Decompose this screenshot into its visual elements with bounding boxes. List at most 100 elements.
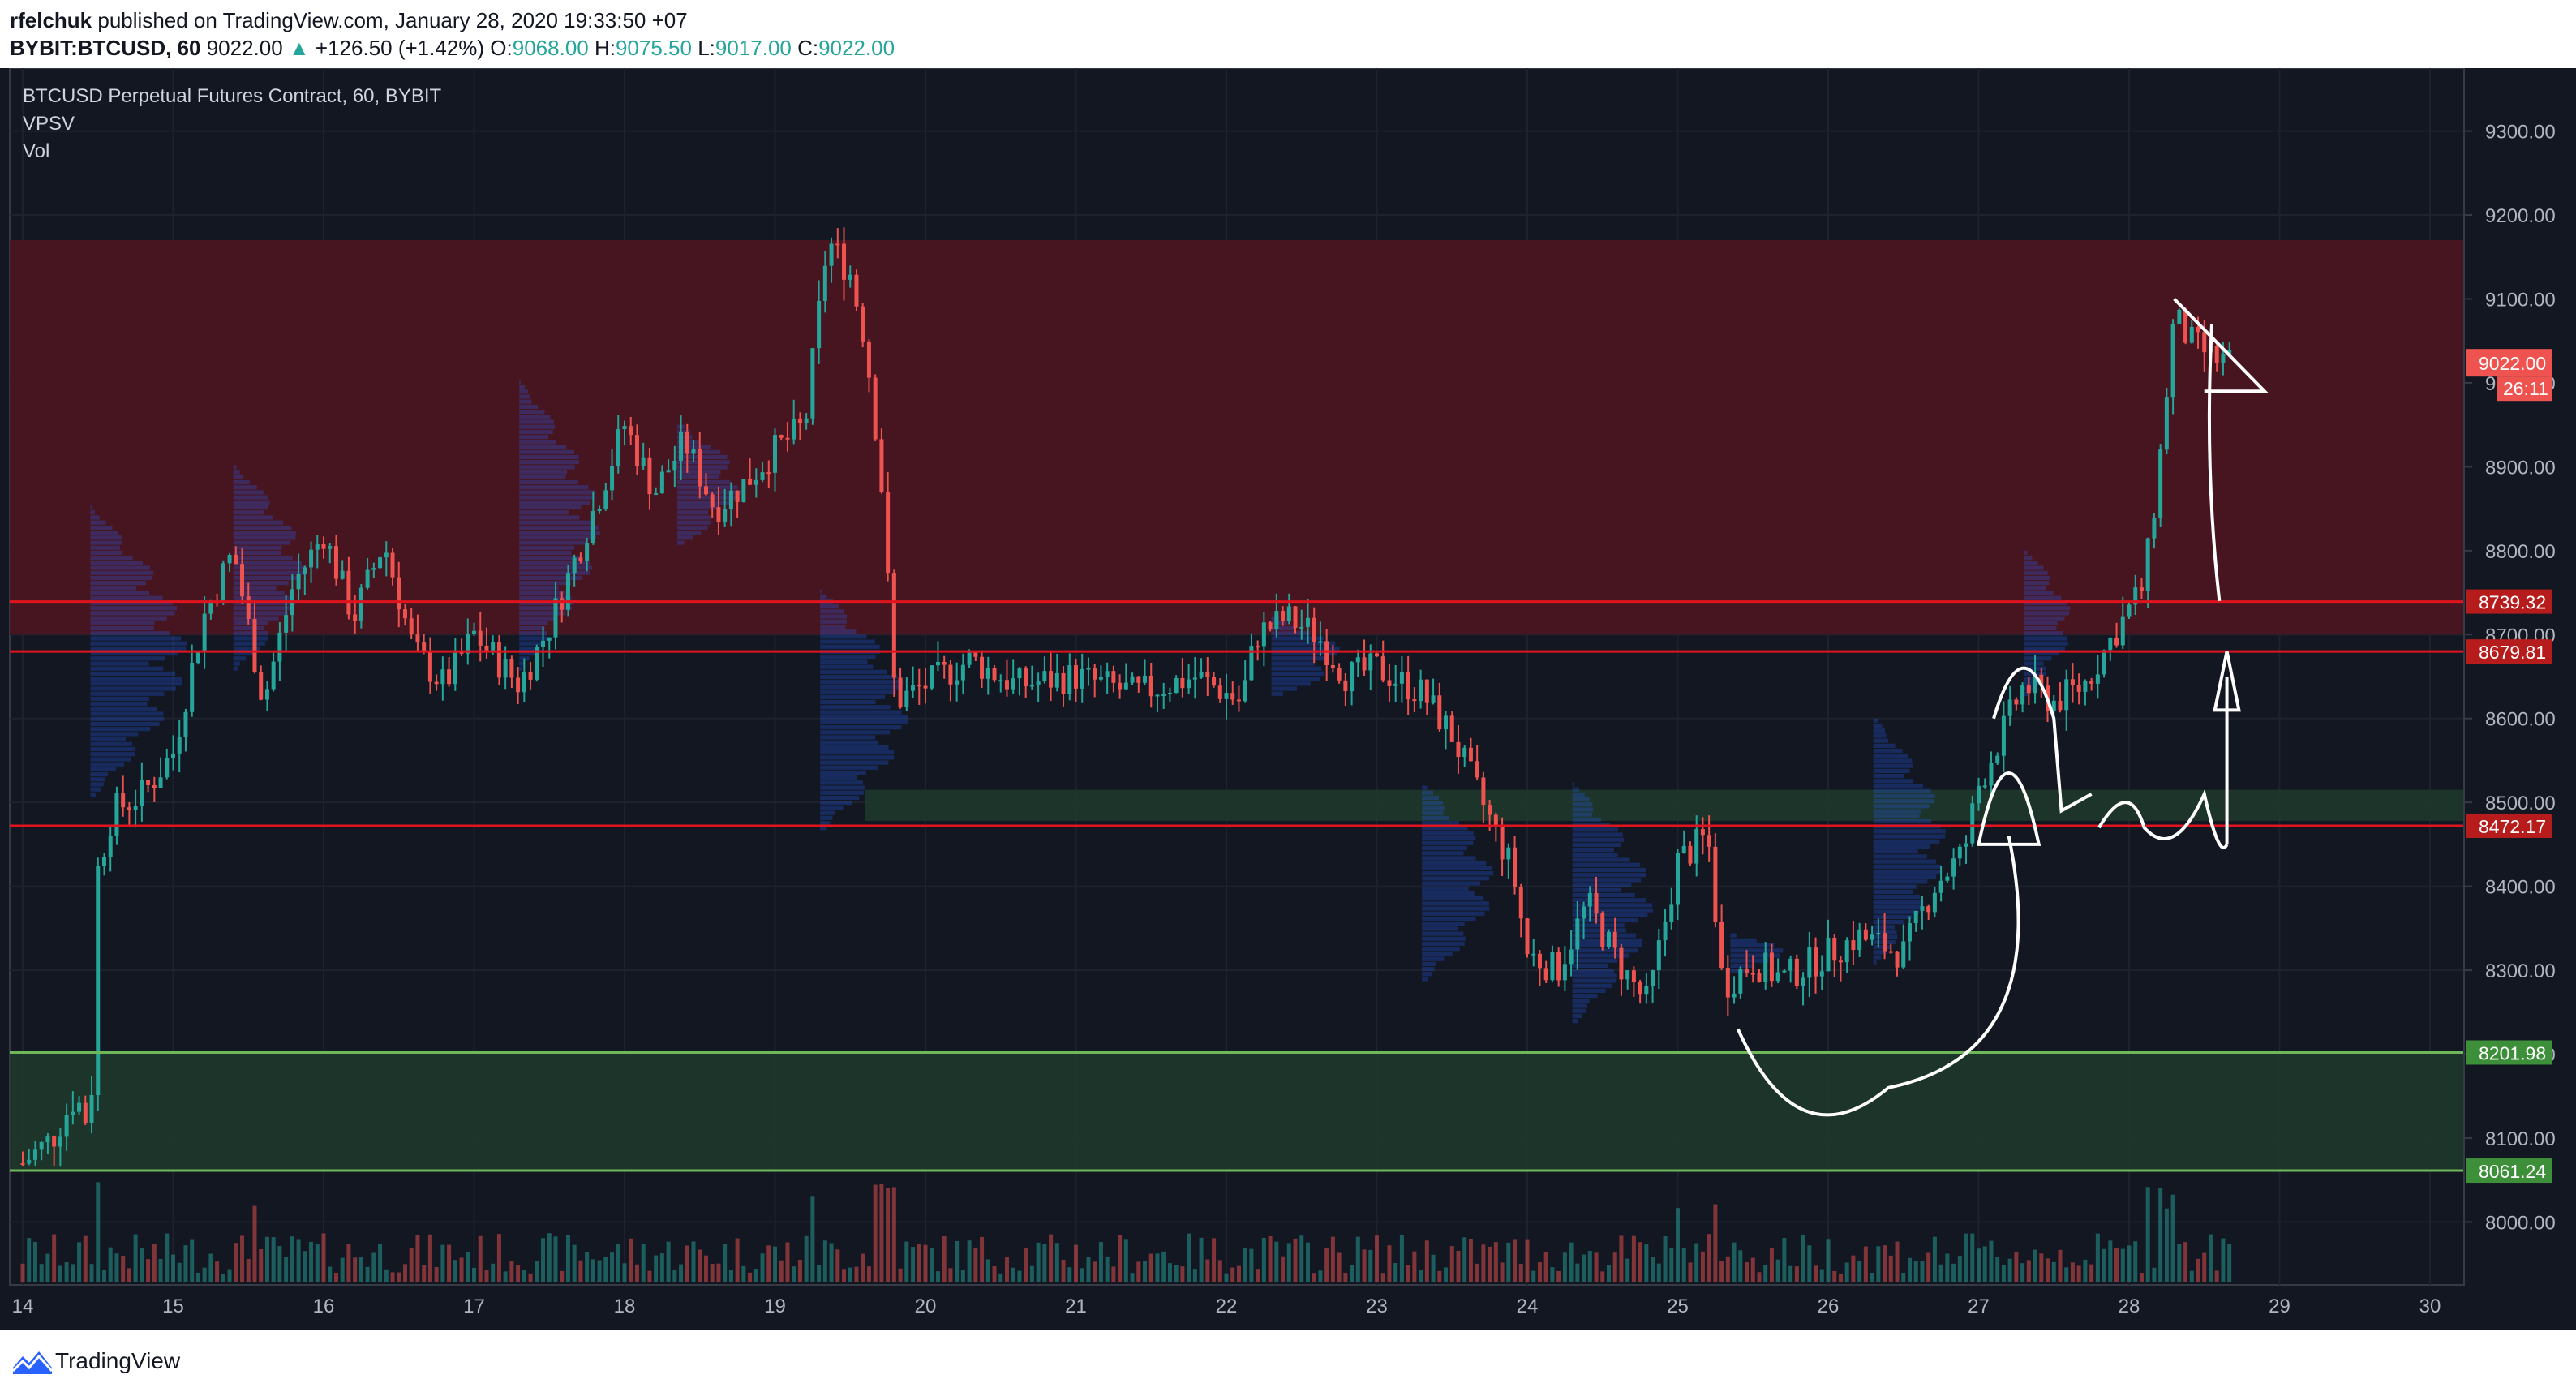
volume-bar — [967, 1240, 972, 1282]
volume-bar — [773, 1246, 777, 1282]
candle-body — [2020, 685, 2025, 705]
volume-bar — [353, 1257, 358, 1282]
volume-bar — [866, 1266, 871, 1282]
candle-body — [2039, 674, 2044, 686]
volume-profile-bar — [820, 659, 868, 664]
volume-profile-bar — [1873, 904, 1924, 909]
candle-body — [315, 543, 320, 550]
volume-bar — [1017, 1270, 1022, 1282]
indicator-vpsv[interactable]: VPSV — [23, 113, 75, 135]
volume-profile-bar — [519, 385, 526, 389]
candle-body — [1143, 676, 1148, 683]
candle-body — [121, 793, 126, 808]
volume-bar — [1199, 1237, 1204, 1282]
x-tick-label: 27 — [1968, 1295, 1990, 1317]
candle-body — [797, 418, 802, 423]
candle-body — [1437, 695, 1442, 730]
volume-profile-bar — [90, 757, 131, 762]
volume-bar — [735, 1238, 740, 1282]
indicator-vol[interactable]: Vol — [23, 140, 50, 162]
volume-bar — [1036, 1242, 1041, 1282]
candle-body — [1876, 933, 1881, 935]
candle-body — [1612, 931, 1617, 948]
candle-body — [1024, 668, 1028, 686]
volume-bar — [797, 1259, 802, 1282]
candle-body — [71, 1111, 75, 1115]
volume-profile-bar — [1730, 933, 1737, 938]
volume-profile-bar — [1873, 818, 1932, 824]
volume-bar — [1612, 1252, 1617, 1282]
candle-body — [1061, 672, 1066, 694]
volume-profile-bar — [233, 656, 247, 661]
volume-bar — [108, 1247, 113, 1282]
volume-profile-bar — [233, 470, 240, 475]
candle-body — [333, 546, 338, 579]
candle-body — [985, 668, 990, 679]
volume-profile-bar — [1422, 790, 1434, 795]
volume-profile-bar — [1730, 943, 1775, 948]
volume-profile-bar — [1422, 851, 1464, 856]
volume-profile-bar — [519, 419, 555, 424]
volume-profile-bar — [1572, 908, 1653, 913]
volume-profile-bar — [90, 591, 150, 595]
author-name[interactable]: rfelchuk — [10, 8, 92, 32]
publish-info: rfelchuk published on TradingView.com, J… — [10, 8, 688, 33]
volume-profile-bar — [519, 435, 548, 440]
volume-profile-bar — [1873, 859, 1936, 864]
volume-profile-bar — [2024, 565, 2044, 570]
volume-profile-bar — [2024, 641, 2068, 646]
volume-bar — [1500, 1262, 1505, 1282]
volume-profile-bar — [233, 525, 292, 530]
volume-bar — [1562, 1252, 1567, 1282]
volume-profile-bar — [233, 556, 293, 561]
candle-body — [955, 680, 960, 685]
volume-bar — [741, 1265, 746, 1282]
volume-profile-bar — [519, 535, 596, 540]
volume-profile-bar — [1572, 873, 1646, 878]
volume-bar — [1606, 1265, 1611, 1282]
candle-body — [2058, 700, 2063, 711]
volume-bar — [333, 1272, 338, 1282]
candle-body — [773, 435, 777, 473]
candle-body — [1575, 918, 1580, 950]
candle-body — [1938, 880, 1943, 893]
chart-area[interactable]: 9300.009200.009100.009000.008900.008800.… — [0, 68, 2576, 1330]
volume-bar — [616, 1244, 620, 1282]
volume-bar — [1355, 1236, 1360, 1282]
candle-body — [1844, 940, 1849, 963]
volume-profile-bar — [233, 540, 291, 545]
candle-body — [672, 460, 677, 471]
candle-body — [1745, 969, 1750, 973]
candle-body — [1105, 671, 1110, 677]
candle-body — [1913, 910, 1918, 924]
candle-body — [1017, 668, 1022, 679]
candle-body — [685, 432, 689, 454]
candle-body — [610, 466, 615, 491]
candle-body — [146, 780, 151, 785]
volume-bar — [1957, 1256, 1962, 1282]
candle-body — [2189, 326, 2194, 343]
volume-profile-bar — [2024, 661, 2044, 666]
volume-profile-bar — [1572, 903, 1653, 908]
volume-profile-bar — [1422, 931, 1464, 936]
volume-profile-bar — [1873, 809, 1921, 814]
volume-bar — [1832, 1270, 1837, 1282]
candle-body — [1782, 970, 1787, 973]
volume-bar — [227, 1269, 232, 1282]
candle-body — [27, 1159, 32, 1164]
candle-body — [190, 663, 195, 712]
volume-profile-bar — [519, 479, 578, 485]
volume-bar — [1857, 1261, 1862, 1282]
candle-body — [1004, 680, 1009, 690]
candle-body — [1883, 933, 1887, 952]
volume-bar — [71, 1264, 75, 1282]
volume-profile-bar — [90, 515, 100, 520]
candle-body — [2051, 700, 2056, 711]
volume-bar — [603, 1257, 608, 1282]
price-chart[interactable]: 9300.009200.009100.009000.008900.008800.… — [0, 68, 2576, 1330]
volume-bar — [440, 1244, 445, 1282]
volume-bar — [221, 1273, 225, 1282]
candle-body — [1387, 680, 1392, 686]
candle-body — [1375, 653, 1379, 657]
x-tick-label: 15 — [162, 1295, 184, 1317]
